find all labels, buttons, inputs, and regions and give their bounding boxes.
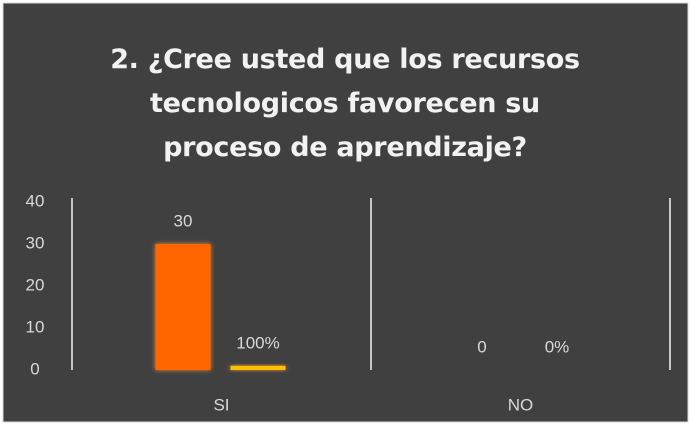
y-tick-label: 40 bbox=[26, 191, 45, 210]
chart-title: 2. ¿Cree usted que los recursos tecnolog… bbox=[110, 44, 580, 163]
x-tick-label: SI bbox=[213, 395, 229, 414]
y-tick-label: 30 bbox=[26, 233, 45, 252]
bar bbox=[230, 365, 286, 370]
data-label: 100% bbox=[236, 333, 279, 352]
y-tick-label: 20 bbox=[26, 275, 45, 294]
x-tick-label: NO bbox=[508, 395, 534, 414]
data-label: 0 bbox=[477, 337, 486, 356]
bar bbox=[155, 244, 211, 370]
data-label: 0% bbox=[545, 337, 570, 356]
y-tick-label: 0 bbox=[30, 359, 39, 378]
data-label: 30 bbox=[174, 211, 193, 230]
y-tick-label: 10 bbox=[26, 317, 45, 336]
